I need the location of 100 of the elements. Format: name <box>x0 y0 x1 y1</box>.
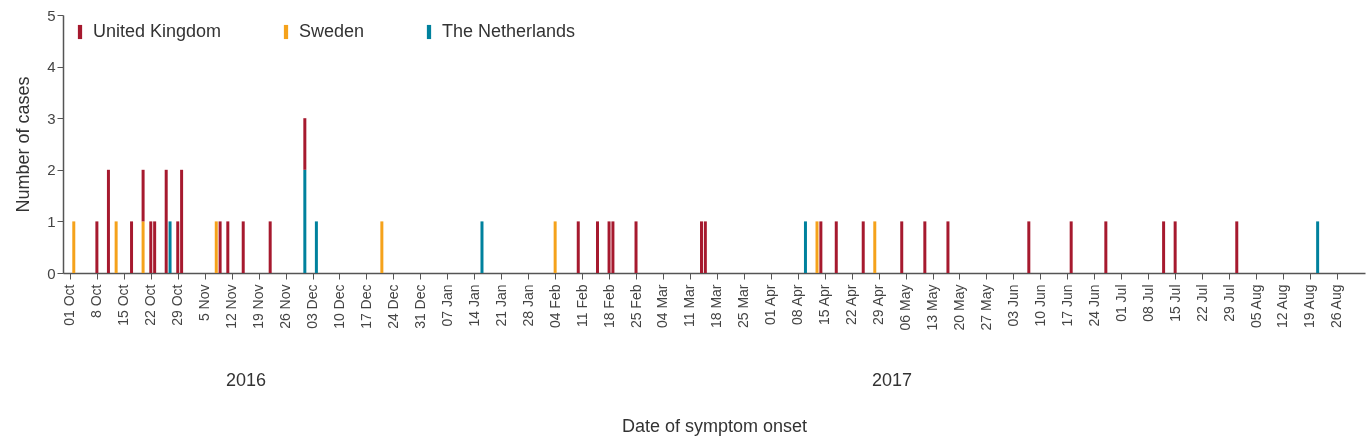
x-tick-label: 14 Jan <box>465 284 482 327</box>
y-tick-label: 4 <box>47 58 56 76</box>
bar <box>153 221 157 273</box>
bar <box>303 118 307 170</box>
bar <box>634 221 638 273</box>
bar <box>268 221 272 273</box>
x-tick-label: 01 Jul <box>1112 284 1129 322</box>
x-tick-label: 04 Feb <box>546 284 563 329</box>
bar <box>803 221 807 273</box>
y-tick-label: 1 <box>47 212 56 230</box>
x-tick-label: 12 Nov <box>223 284 240 329</box>
text: 2017 <box>872 370 913 390</box>
x-tick-label: 31 Dec <box>411 284 428 329</box>
x-tick-label: 01 Oct <box>61 284 78 326</box>
bar <box>95 221 99 273</box>
x-tick-label: 25 Feb <box>627 284 644 329</box>
x-tick-label: 22 Jul <box>1193 284 1210 322</box>
bar <box>168 221 172 273</box>
bar <box>130 221 134 273</box>
bar <box>1162 221 1166 273</box>
x-tick-label: 19 Aug <box>1301 284 1318 329</box>
bar <box>141 221 145 273</box>
bar <box>1235 221 1239 273</box>
x-tick-label: 24 Jun <box>1085 284 1102 327</box>
bar <box>861 221 865 273</box>
bar <box>873 221 877 273</box>
x-tick-label: 17 Dec <box>357 284 374 329</box>
bar <box>923 221 927 273</box>
legend-label: Sweden <box>299 21 365 41</box>
bar <box>1316 221 1320 273</box>
bar <box>380 221 384 273</box>
bar <box>218 221 222 273</box>
x-tick-label: 18 Feb <box>600 284 617 329</box>
bar <box>815 221 819 273</box>
x-tick-label: 10 Dec <box>330 284 347 329</box>
bar <box>303 169 307 273</box>
x-tick-label: 01 Apr <box>762 284 779 325</box>
bar <box>1069 221 1073 273</box>
bar <box>106 169 110 273</box>
bar <box>114 221 118 273</box>
legend-label: The Netherlands <box>442 21 576 41</box>
bar <box>596 221 600 273</box>
x-tick-label: 19 Nov <box>250 284 267 329</box>
x-tick-label: 06 May <box>897 284 914 331</box>
x-tick-label: 12 Aug <box>1274 284 1291 329</box>
x-tick-label: 15 Jul <box>1166 284 1183 322</box>
x-tick-label: 21 Jan <box>492 284 509 327</box>
x-tick-label: 11 Mar <box>681 284 698 328</box>
bar <box>607 221 611 273</box>
x-tick-label: 22 Apr <box>843 284 860 325</box>
x-tick-label: 26 Nov <box>277 284 294 329</box>
x-tick-label: 20 May <box>951 284 967 331</box>
bar <box>819 221 823 273</box>
bar <box>480 221 484 273</box>
y-tick-label: 3 <box>47 109 56 127</box>
x-tick-label: 04 Mar <box>654 284 671 329</box>
legend-label: United Kingdom <box>93 21 222 41</box>
y-axis-title: Number of cases <box>13 76 34 213</box>
x-tick-label: 24 Dec <box>384 284 401 329</box>
x-tick-label: 05 Aug <box>1247 284 1264 329</box>
x-tick-label: 22 Oct <box>142 284 159 326</box>
x-tick-label: 5 Nov <box>196 284 213 322</box>
bar <box>1027 221 1031 273</box>
x-tick-label: 29 Jul <box>1220 284 1237 322</box>
x-tick-label: 08 Apr <box>789 284 806 325</box>
bar <box>703 221 707 273</box>
bar <box>149 221 153 273</box>
y-tick-label: 2 <box>47 161 56 179</box>
x-tick-label: 27 May <box>977 284 994 331</box>
bar <box>611 221 615 273</box>
x-tick-label: 03 Dec <box>304 284 321 329</box>
bar <box>180 169 184 273</box>
bar <box>241 221 245 273</box>
bar <box>1173 221 1177 273</box>
x-tick-label: 18 Mar <box>708 284 725 329</box>
bar <box>314 221 318 273</box>
x-tick-label: 26 Aug <box>1328 284 1345 329</box>
x-tick-label: 15 Apr <box>816 284 833 325</box>
bar <box>553 221 557 273</box>
x-tick-label: 29 Apr <box>870 284 887 325</box>
text: 2016 <box>226 370 267 390</box>
bar <box>164 169 168 273</box>
x-tick-label: 13 May <box>924 284 941 331</box>
y-tick-label: 5 <box>47 6 56 24</box>
x-tick-label: 8 Oct <box>88 284 105 318</box>
x-tick-label: 25 Mar <box>735 284 752 329</box>
bar <box>834 221 838 273</box>
y-tick-label: 0 <box>47 264 56 282</box>
x-tick-label: 11 Feb <box>573 284 590 328</box>
bar <box>946 221 950 273</box>
x-tick-label: 29 Oct <box>169 284 186 326</box>
x-tick-label: 15 Oct <box>115 284 132 326</box>
bar <box>1104 221 1108 273</box>
x-axis-title: Date of symptom onset <box>621 416 808 437</box>
x-tick-label: 28 Jan <box>519 284 536 327</box>
x-tick-label: 07 Jan <box>438 284 455 327</box>
bar <box>214 221 218 273</box>
bar <box>900 221 904 273</box>
bar <box>72 221 76 273</box>
bar <box>576 221 580 273</box>
